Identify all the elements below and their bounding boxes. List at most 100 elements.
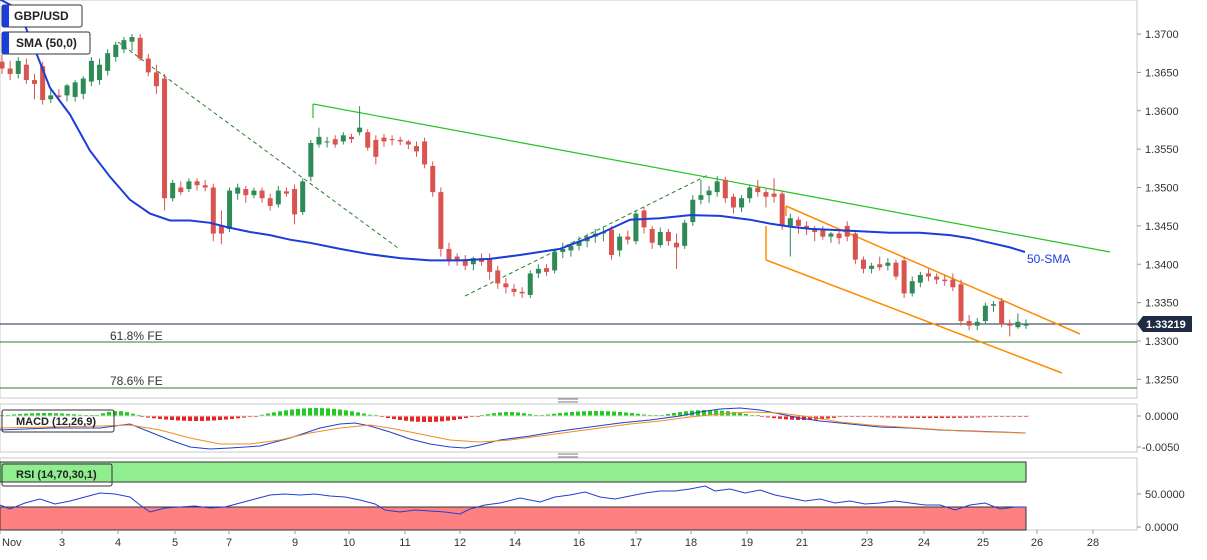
macd-bar: [164, 416, 168, 420]
candle: [885, 258, 891, 271]
macd-bar: [766, 416, 770, 418]
fe-618-label: 61.8% FE: [110, 329, 163, 343]
candle: [909, 276, 915, 297]
macd-bar: [182, 416, 186, 421]
macd-bar: [970, 416, 974, 418]
candle: [974, 317, 980, 331]
price-tick-label: 1.3300: [1145, 336, 1179, 348]
macd-bar: [838, 416, 842, 418]
candle: [462, 255, 468, 271]
candle: [990, 301, 996, 312]
macd-bar: [558, 413, 562, 416]
candle: [795, 216, 801, 234]
macd-bar: [440, 416, 444, 422]
macd-bar: [928, 416, 932, 418]
candle: [275, 185, 281, 208]
macd-bar: [176, 416, 180, 421]
macd-bar: [125, 412, 129, 416]
rsi-resize-handle[interactable]: [558, 453, 578, 458]
candle: [1007, 319, 1013, 337]
macd-bar: [874, 416, 878, 418]
macd-legend-box[interactable]: [1, 409, 115, 433]
candle: [934, 273, 940, 285]
candle: [820, 225, 826, 240]
time-tick-label: 12: [454, 537, 466, 549]
candle: [519, 287, 525, 299]
candle: [283, 187, 289, 197]
candle: [633, 210, 639, 245]
time-tick-label: 5: [172, 537, 178, 549]
candle: [487, 253, 493, 280]
macd-bar: [368, 414, 372, 416]
macd-bar: [582, 411, 586, 416]
candle: [170, 179, 176, 202]
candle: [397, 136, 403, 146]
macd-bar: [714, 410, 718, 416]
candle: [153, 64, 159, 94]
macd-bar: [486, 414, 490, 416]
macd-resize-handle[interactable]: [558, 398, 578, 403]
sma-legend[interactable]: SMA (50,0): [1, 31, 91, 55]
rsi-line: [0, 485, 1026, 515]
macd-bar: [678, 412, 682, 416]
candle: [690, 195, 696, 226]
time-tick-label: 9: [292, 537, 298, 549]
macd-bar: [784, 416, 788, 420]
macd-bar: [107, 411, 111, 416]
macd-bar: [504, 412, 508, 416]
candle: [771, 178, 777, 203]
candle: [714, 175, 720, 197]
macd-line: [0, 407, 1027, 450]
candle: [942, 274, 948, 286]
time-tick-label: 23: [861, 537, 873, 549]
macd-bar: [266, 413, 270, 416]
channel-upper-line: [785, 205, 1081, 335]
price-axis: 1.3700 1.3650 1.3600 1.3550 1.3500 1.3450 1.34…: [1137, 29, 1179, 386]
macd-bar: [218, 416, 222, 421]
candle: [227, 187, 233, 233]
symbol-legend[interactable]: GBP/USD: [1, 4, 83, 28]
macd-bar: [684, 411, 688, 416]
macd-bar: [738, 412, 742, 416]
macd-bar: [446, 416, 450, 421]
candle: [121, 37, 127, 54]
macd-bar: [131, 413, 135, 416]
macd-bar: [242, 416, 246, 418]
macd-bar: [54, 413, 58, 416]
candle: [194, 178, 200, 191]
time-tick-label: 28: [1087, 537, 1099, 549]
macd-bar: [790, 416, 794, 420]
rsi-axis: 50.0000 0.0000: [1137, 489, 1185, 534]
rsi-overbought-band: [0, 461, 1027, 483]
macd-tick-0: 0.0000: [1145, 411, 1179, 423]
macd-bar: [212, 416, 216, 421]
candle: [730, 193, 736, 214]
candle: [779, 190, 785, 230]
candle: [544, 264, 550, 276]
candle: [243, 185, 249, 203]
candle: [292, 184, 298, 225]
sma-50-line: [0, 0, 1026, 262]
candle: [365, 129, 371, 151]
macd-bar: [224, 416, 228, 420]
macd-bar: [744, 413, 748, 416]
candle: [877, 256, 883, 271]
candle: [535, 264, 541, 279]
macd-bar: [18, 413, 22, 416]
candle: [137, 34, 143, 61]
rsi-legend-box[interactable]: [1, 463, 113, 487]
macd-bar: [170, 416, 174, 421]
time-tick-label: 14: [509, 537, 521, 549]
macd-bar: [564, 412, 568, 416]
candle: [958, 279, 964, 326]
sma-legend-label: SMA (50,0): [16, 36, 77, 50]
candle: [413, 141, 419, 157]
macd-bar: [119, 411, 123, 416]
candle: [446, 242, 452, 266]
macd-bar: [12, 414, 16, 416]
candle: [32, 73, 38, 100]
macd-bar: [314, 408, 318, 416]
candle: [828, 232, 834, 243]
macd-bar: [808, 416, 812, 420]
